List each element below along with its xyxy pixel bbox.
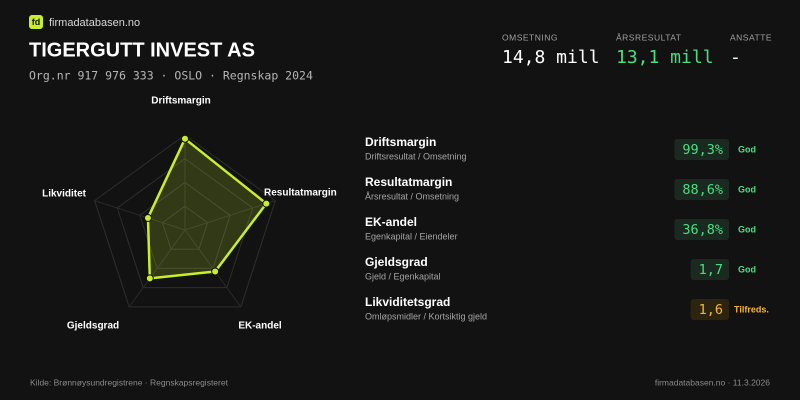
radar-point	[145, 274, 154, 283]
site-name: firmadatabasen.no	[49, 17, 140, 29]
kpi-label: OMSETNING	[502, 32, 558, 42]
kpi-value: 14,8 mill	[502, 47, 600, 68]
spoke	[94, 200, 186, 231]
metric-badge	[674, 219, 729, 240]
metric-formula: Egenkapital / Eiendeler	[365, 231, 458, 241]
metric-name: Gjeldsgrad	[365, 255, 428, 269]
metric-name: Driftsmargin	[365, 135, 436, 149]
metric-badge	[690, 299, 729, 320]
radar-point	[181, 134, 189, 143]
metric-value: 1,7	[699, 262, 723, 278]
metric-formula: Gjeld / Egenkapital	[365, 271, 441, 281]
metric-status: Tilfreds.	[734, 304, 769, 314]
kpi-label: ÅRSRESULTAT	[616, 32, 681, 42]
spoke	[128, 229, 186, 308]
metric-status: God	[738, 144, 756, 154]
company-title: TIGERGUTT INVEST AS	[29, 39, 255, 61]
metric-formula: Driftsresultat / Omsetning	[365, 151, 467, 161]
metric-badge	[690, 259, 729, 280]
kpi-value: 13,1 mill	[616, 47, 714, 68]
metric-formula: Årsresultat / Omsetning	[365, 191, 459, 201]
kpi-value: -	[730, 47, 741, 68]
grid-ring	[161, 205, 209, 250]
metric-name: Resultatmargin	[365, 175, 452, 189]
grid-ring	[116, 158, 254, 289]
metric-status: God	[738, 224, 756, 234]
grid-ring	[139, 181, 231, 269]
metric-badge	[674, 139, 729, 160]
radar-axis-label: EK-andel	[238, 321, 282, 332]
radar-axis-label: Resultatmargin	[264, 188, 337, 199]
metric-value: 1,6	[699, 302, 723, 318]
radar-axis-label: Likviditet	[42, 189, 87, 200]
metric-status: God	[738, 264, 756, 274]
metric-name: EK-andel	[365, 215, 417, 229]
grid-ring	[94, 134, 276, 308]
radar-axis-label: Driftsmargin	[151, 96, 210, 107]
kpi-label: ANSATTE	[730, 32, 772, 42]
radar-point	[262, 199, 271, 208]
spoke	[184, 200, 276, 231]
logo-icon	[29, 15, 43, 29]
radar-point	[211, 267, 220, 276]
company-subtitle: Org.nr 917 976 333 · OSLO · Regnskap 202…	[29, 69, 313, 83]
metric-formula: Omløpsmidler / Kortsiktig gjeld	[365, 311, 487, 321]
radar-point	[143, 213, 152, 222]
radar-axis-label: Gjeldsgrad	[67, 321, 119, 332]
metric-badge	[674, 179, 729, 200]
footer-source: Kilde: Brønnøysundregistrene · Regnskaps…	[30, 377, 229, 387]
metric-value: 99,3%	[682, 142, 723, 158]
metric-status: God	[738, 184, 756, 194]
metric-value: 36,8%	[682, 222, 723, 238]
radar-area	[146, 137, 268, 280]
metric-name: Likviditetsgrad	[365, 295, 450, 309]
logo-mark: fd	[32, 17, 41, 27]
footer-credit: firmadatabasen.no · 11.3.2026	[655, 377, 770, 387]
metric-value: 88,6%	[682, 182, 723, 198]
